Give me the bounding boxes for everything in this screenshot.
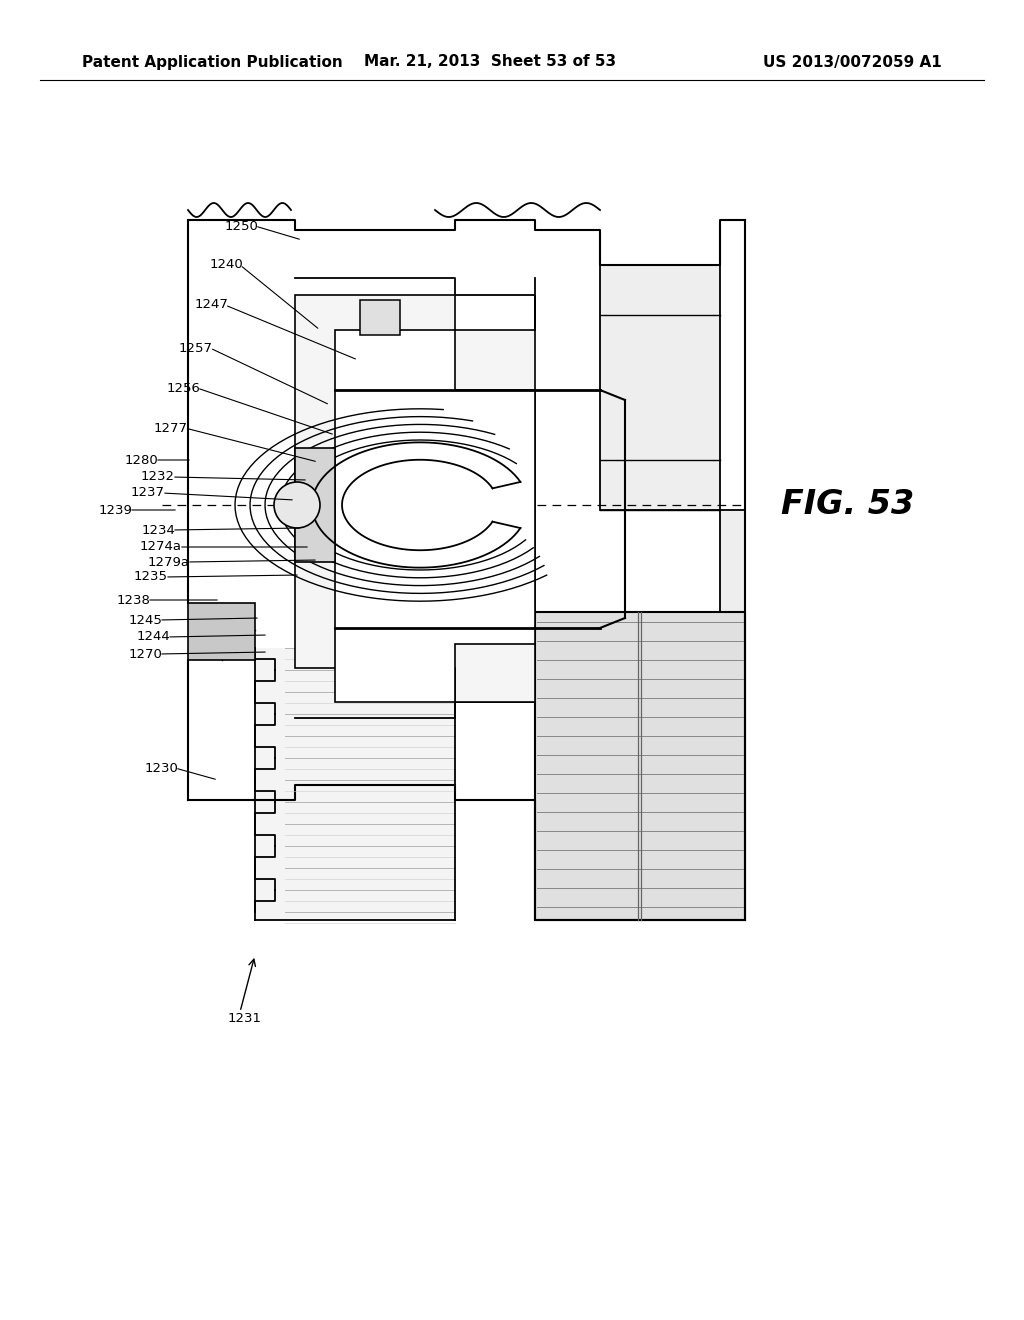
Polygon shape [188,220,745,920]
Polygon shape [535,612,745,920]
Text: 1238: 1238 [116,594,150,606]
Text: 1250: 1250 [224,219,258,232]
Text: 1270: 1270 [128,648,162,660]
Text: 1244: 1244 [136,631,170,644]
Text: 1237: 1237 [131,487,165,499]
Polygon shape [360,300,400,335]
Text: 1279a: 1279a [148,556,190,569]
Text: 1240: 1240 [209,259,243,272]
Text: 1280: 1280 [124,454,158,466]
Text: 1245: 1245 [128,614,162,627]
Text: US 2013/0072059 A1: US 2013/0072059 A1 [763,54,942,70]
Text: Mar. 21, 2013  Sheet 53 of 53: Mar. 21, 2013 Sheet 53 of 53 [364,54,616,70]
Text: 1231: 1231 [228,1011,262,1024]
Text: 1235: 1235 [134,570,168,583]
Text: Patent Application Publication: Patent Application Publication [82,54,343,70]
Text: 1247: 1247 [195,298,228,312]
Polygon shape [188,603,255,660]
Text: 1277: 1277 [154,421,188,434]
Text: 1239: 1239 [98,503,132,516]
Text: FIG. 53: FIG. 53 [781,488,914,521]
Text: 1256: 1256 [166,381,200,395]
Text: 1230: 1230 [144,762,178,775]
Polygon shape [335,330,535,702]
Polygon shape [600,265,745,612]
Polygon shape [255,648,455,920]
Polygon shape [295,447,335,562]
Text: 1234: 1234 [141,524,175,536]
Text: 1257: 1257 [179,342,213,355]
Text: 1274a: 1274a [140,540,182,553]
Polygon shape [295,294,535,702]
Circle shape [274,482,319,528]
Text: 1232: 1232 [141,470,175,483]
